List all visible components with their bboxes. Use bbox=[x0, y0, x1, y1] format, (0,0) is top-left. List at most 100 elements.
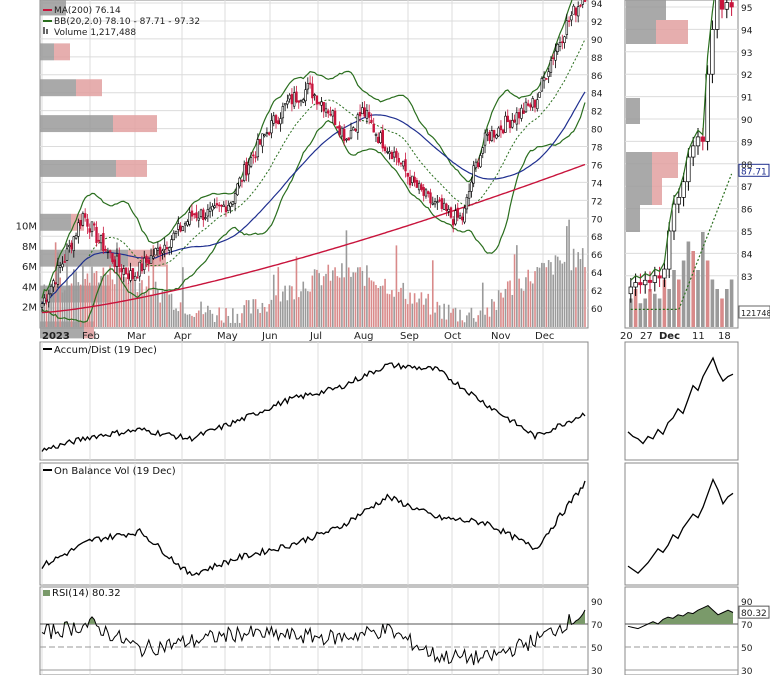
volume-bar bbox=[422, 304, 425, 327]
candle-body bbox=[545, 78, 548, 80]
volume-bar bbox=[343, 277, 345, 327]
vbp-up-bar bbox=[40, 249, 128, 267]
zoom-candle-body bbox=[691, 145, 696, 158]
candle-body bbox=[504, 115, 507, 133]
volume-bar bbox=[329, 280, 332, 327]
candle-body bbox=[49, 285, 53, 295]
volume-bar bbox=[163, 291, 166, 327]
candle-body bbox=[349, 130, 353, 139]
candle-body bbox=[461, 216, 464, 221]
candle-body bbox=[415, 180, 419, 188]
volume-bar bbox=[186, 314, 189, 327]
volume-bar bbox=[136, 292, 139, 327]
candle-body bbox=[229, 202, 232, 207]
candle-body bbox=[111, 252, 114, 263]
candle-body bbox=[572, 5, 575, 15]
volume-bar bbox=[388, 294, 391, 327]
volume-bar bbox=[295, 256, 298, 327]
volume-bar bbox=[518, 278, 520, 327]
candle-body bbox=[333, 110, 337, 126]
candle-body bbox=[222, 204, 225, 208]
volume-bar bbox=[525, 277, 527, 327]
zoom-candle-body bbox=[652, 275, 657, 283]
rsi-tag: 80.32 bbox=[741, 609, 767, 619]
candle-body bbox=[40, 303, 44, 308]
volume-bar bbox=[243, 305, 246, 327]
zoom-candle-body bbox=[695, 136, 701, 147]
zoom-volume-bar bbox=[662, 279, 667, 327]
volume-bar bbox=[397, 291, 400, 327]
rsi-swatch bbox=[43, 590, 50, 596]
candle-body bbox=[574, 7, 578, 16]
volume-bar bbox=[257, 309, 259, 327]
candle-body bbox=[370, 119, 373, 123]
volume-bar bbox=[493, 301, 495, 327]
volume-bar bbox=[427, 293, 430, 327]
candle-body bbox=[342, 128, 346, 141]
volume-bar bbox=[68, 285, 71, 327]
price-tick-label: 72 bbox=[591, 197, 602, 207]
obv-panel bbox=[39, 462, 589, 586]
volume-bar bbox=[109, 264, 111, 327]
candle-body bbox=[83, 213, 87, 218]
volume-bar bbox=[559, 260, 561, 327]
rsi-panel bbox=[39, 586, 589, 675]
volume-bar bbox=[122, 276, 125, 327]
volume-bar bbox=[336, 276, 339, 327]
volume-bar bbox=[227, 315, 230, 327]
zoom-vbp-up bbox=[626, 0, 666, 20]
volume-bar bbox=[500, 292, 502, 327]
volume-bar bbox=[170, 293, 173, 327]
vbp-up-bar bbox=[40, 159, 116, 177]
candle-body bbox=[124, 267, 128, 275]
price-tick-label: 62 bbox=[591, 287, 602, 297]
volume-bar bbox=[431, 260, 434, 327]
volume-bar bbox=[161, 290, 164, 327]
legend-bb: BB(20,2.0) 78.10 - 87.71 - 97.32 bbox=[54, 17, 200, 27]
volume-bar bbox=[77, 282, 80, 327]
candle-body bbox=[136, 276, 139, 279]
price-tick-label: 80 bbox=[591, 126, 603, 136]
candle-body bbox=[320, 101, 323, 106]
rsi-tag-box bbox=[738, 605, 770, 619]
candle-body bbox=[186, 221, 189, 226]
candle-body bbox=[563, 36, 566, 44]
zoom-volume-bar bbox=[653, 293, 657, 327]
candle-body bbox=[152, 256, 155, 259]
volume-bar bbox=[472, 318, 475, 327]
volume-bar bbox=[447, 304, 450, 327]
candle-body bbox=[306, 83, 310, 90]
candle-body bbox=[372, 123, 375, 133]
candle-body bbox=[90, 221, 94, 233]
volume-bar bbox=[229, 322, 232, 327]
vbp-down-bar bbox=[76, 79, 102, 97]
candle-body bbox=[188, 212, 191, 225]
bb-lower-line bbox=[41, 102, 586, 323]
volume-bar bbox=[322, 276, 325, 327]
candle-body bbox=[483, 132, 487, 146]
volume-bar bbox=[391, 290, 393, 327]
candle-body bbox=[256, 139, 260, 158]
volume-bar bbox=[486, 307, 489, 327]
volume-bar bbox=[579, 259, 582, 327]
volume-bar bbox=[420, 292, 423, 327]
volume-bar bbox=[375, 285, 377, 327]
volume-bar bbox=[357, 267, 359, 327]
volume-bar bbox=[327, 264, 330, 327]
volume-bar bbox=[45, 290, 48, 327]
volume-tick-label: 4M bbox=[22, 282, 37, 293]
candle-body bbox=[138, 261, 141, 277]
volume-bar bbox=[409, 292, 411, 327]
candle-body bbox=[102, 233, 105, 252]
volume-bar bbox=[184, 313, 186, 327]
volume-bar bbox=[475, 321, 477, 327]
price-tick-label: 68 bbox=[591, 233, 603, 243]
volume-bar bbox=[366, 265, 368, 327]
volume-bar bbox=[441, 318, 443, 327]
zoom-vbp-up bbox=[626, 152, 652, 178]
price-tick-label: 92 bbox=[591, 18, 602, 28]
volume-bar bbox=[554, 255, 557, 327]
volume-bar bbox=[434, 312, 436, 327]
candle-body bbox=[224, 206, 228, 213]
